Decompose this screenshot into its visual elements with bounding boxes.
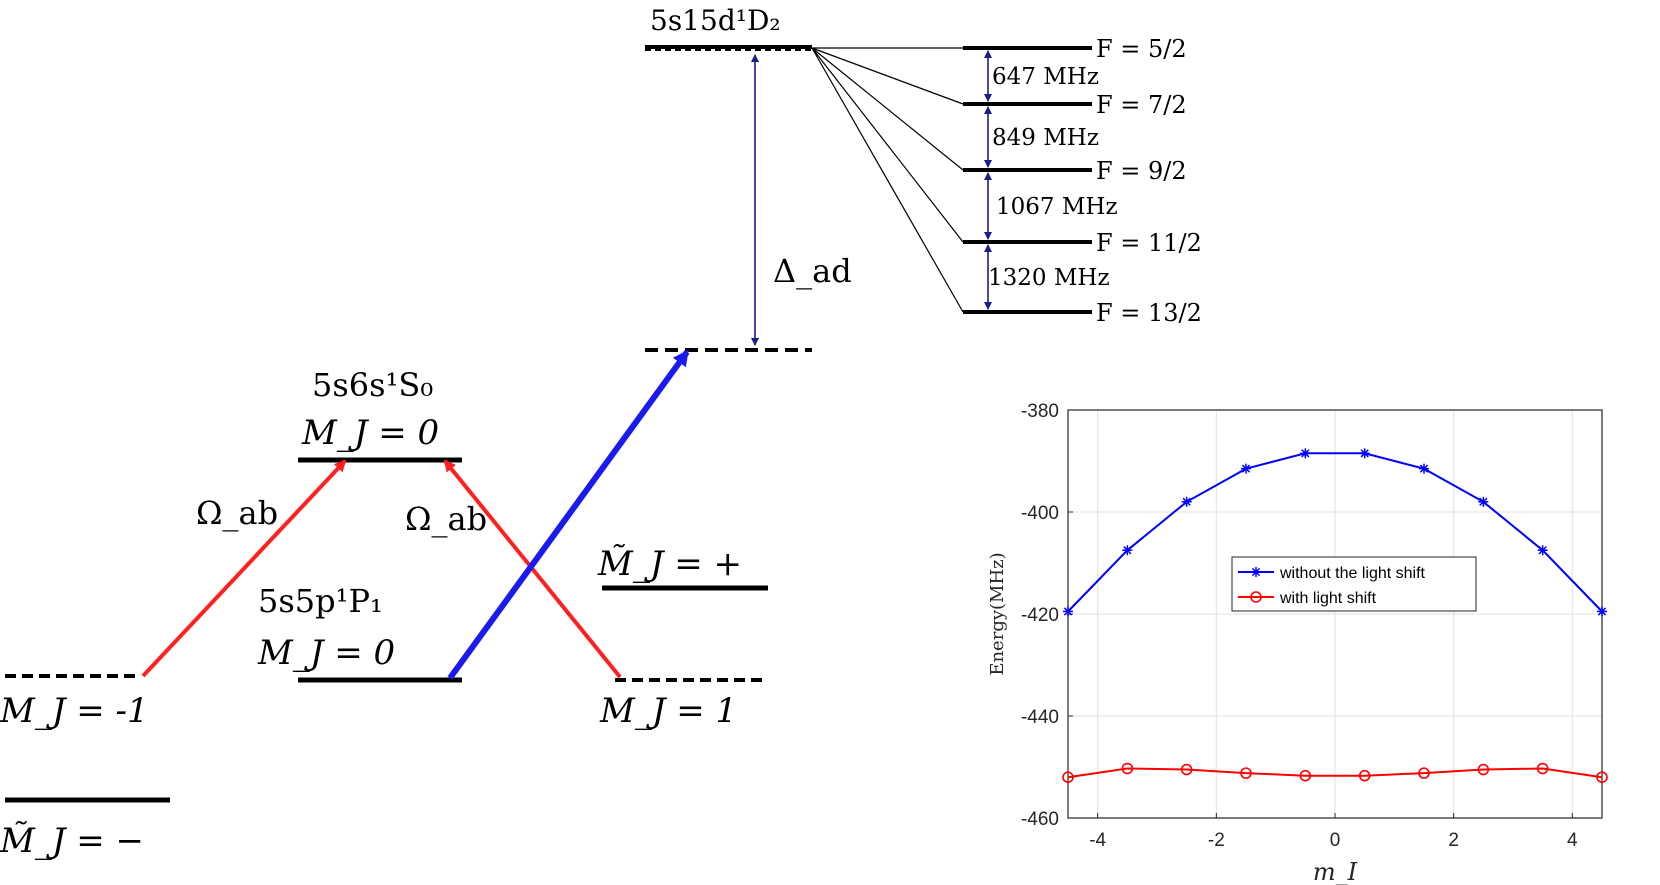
label-mj-tilde-minus: M̃_J = − bbox=[0, 821, 144, 861]
data-point bbox=[1597, 606, 1607, 617]
x-tick-label: 4 bbox=[1567, 830, 1578, 851]
hyperfine-splitting-label: 647 MHz bbox=[992, 64, 1099, 90]
data-point bbox=[1062, 771, 1074, 784]
excitation-arrow bbox=[447, 349, 690, 680]
label-mj-tilde-plus: M̃_J = + bbox=[597, 544, 742, 584]
data-point bbox=[1299, 769, 1312, 782]
data-point bbox=[1122, 545, 1133, 556]
x-tick-label: 2 bbox=[1448, 830, 1459, 851]
x-tick-label: -2 bbox=[1208, 830, 1225, 851]
label-5s5p: 5s5p¹P₁ bbox=[258, 582, 383, 620]
series-line bbox=[1067, 452, 1603, 613]
data-point bbox=[1596, 771, 1608, 784]
data-point bbox=[1537, 545, 1548, 556]
y-tick-label: -380 bbox=[1021, 401, 1059, 422]
data-point bbox=[1121, 762, 1134, 775]
x-tick-label: -4 bbox=[1089, 830, 1106, 851]
hyperfine-level-label: F = 11/2 bbox=[1096, 229, 1202, 257]
y-tick-label: -400 bbox=[1021, 503, 1059, 524]
label-5s6s: 5s6s¹S₀ bbox=[312, 366, 433, 404]
legend-entry: without the light shift bbox=[1279, 565, 1426, 582]
hyperfine-level-label: F = 5/2 bbox=[1096, 35, 1187, 63]
data-point bbox=[1181, 496, 1192, 507]
y-tick-label: -460 bbox=[1021, 809, 1059, 830]
y-axis-label: Energy(MHz) bbox=[987, 552, 1008, 675]
x-axis-label: m_I bbox=[1313, 858, 1358, 885]
legend: without the light shift with light shift bbox=[1231, 556, 1477, 612]
data-point bbox=[1240, 767, 1252, 779]
hyperfine-fan bbox=[811, 47, 964, 313]
label-5s15d: 5s15d¹D₂ bbox=[650, 4, 781, 37]
hyperfine-level-label: F = 13/2 bbox=[1096, 299, 1202, 327]
omega-label-left: Ω_ab bbox=[196, 494, 278, 532]
detuning-label: Δ_ad bbox=[773, 252, 852, 290]
y-tick-label: -420 bbox=[1021, 605, 1059, 626]
data-point bbox=[1418, 767, 1430, 779]
omega-label-right: Ω_ab bbox=[405, 500, 487, 538]
data-point bbox=[1478, 496, 1489, 507]
hyperfine-splitting-label: 1320 MHz bbox=[988, 265, 1110, 291]
data-point bbox=[1241, 463, 1251, 474]
hyperfine-level-label: F = 9/2 bbox=[1096, 157, 1187, 185]
label-mj-plus1: M_J = 1 bbox=[599, 691, 737, 731]
data-point bbox=[1477, 763, 1490, 776]
hyperfine-levels: F = 5/2 F = 7/2 F = 9/2 F = 11/2 F = 13/2 647… bbox=[963, 35, 1202, 327]
coupling-arrow-left bbox=[141, 459, 347, 678]
label-5s5p-mj: M_J = 0 bbox=[257, 633, 395, 673]
legend-entry: with light shift bbox=[1279, 590, 1377, 607]
data-point bbox=[1063, 606, 1073, 617]
data-point bbox=[1180, 763, 1193, 776]
data-point bbox=[1300, 448, 1311, 459]
label-5s6s-mj: M_J = 0 bbox=[301, 413, 439, 453]
x-tick-label: 0 bbox=[1330, 830, 1341, 851]
hyperfine-level-label: F = 7/2 bbox=[1096, 91, 1187, 119]
y-tick-label: -440 bbox=[1021, 707, 1059, 728]
data-point bbox=[1419, 463, 1429, 474]
light-shift-chart: -4 -2 0 2 4 -460 -440 -420 -400 -380 m_I Energy(MHz… bbox=[987, 401, 1608, 885]
hyperfine-splitting-label: 849 MHz bbox=[992, 125, 1099, 151]
series-line bbox=[1067, 767, 1603, 779]
data-point bbox=[1358, 769, 1371, 782]
data-point bbox=[1536, 762, 1549, 775]
hyperfine-splitting-label: 1067 MHz bbox=[996, 194, 1118, 220]
data-point bbox=[1359, 448, 1370, 459]
label-mj-minus1: M_J = -1 bbox=[0, 691, 149, 731]
